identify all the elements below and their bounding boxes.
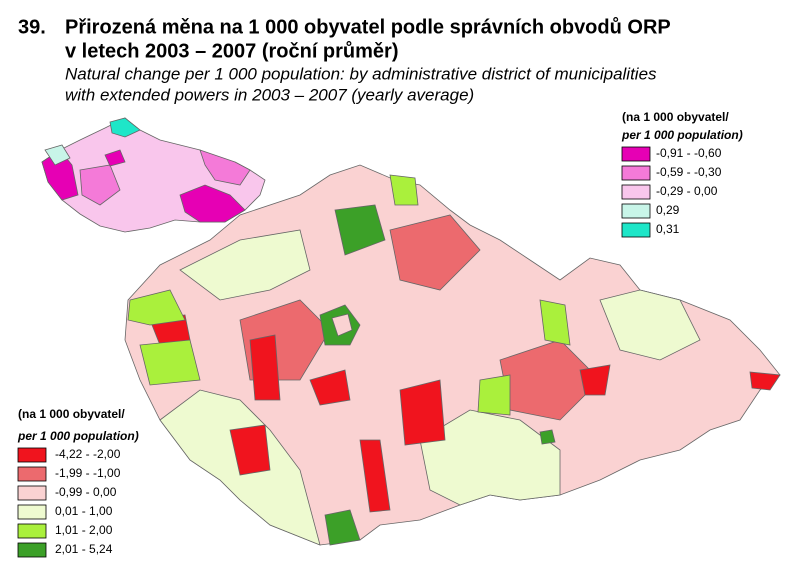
inset-map [41,117,266,233]
legend-label: -4,22 - -2,00 [55,447,121,461]
legend-label: 0,29 [656,203,680,217]
legend-swatch [17,466,47,482]
legend-swatch [17,542,47,558]
legend-swatch [621,184,651,200]
legend-title: (na 1 000 obyvatel/ [18,407,125,421]
legend-label: 0,01 - 1,00 [55,504,113,518]
legend-swatch [621,165,651,181]
legend-title: (na 1 000 obyvatel/ [622,110,729,124]
legend-swatch [17,523,47,539]
figure-number: 39. [18,16,46,38]
subtitle: Natural change per 1 000 population: by … [65,64,657,83]
title: Přirozená měna na 1 000 obyvatel podle s… [65,16,671,38]
main-map [124,164,781,546]
inset-legend: (na 1 000 obyvatel/ per 1 000 population… [621,110,743,238]
legend-label: -0,29 - 0,00 [656,184,718,198]
legend-swatch [17,485,47,501]
main-legend: (na 1 000 obyvatel/ per 1 000 population… [17,407,139,558]
legend-label: -0,59 - -0,30 [656,165,722,179]
legend-swatch [17,504,47,520]
legend-swatch [621,222,651,238]
legend-swatch [621,146,651,162]
legend-label: 0,31 [656,222,680,236]
legend-title: per 1 000 population) [621,128,743,142]
legend-title: per 1 000 population) [17,429,139,443]
subtitle: with extended powers in 2003 – 2007 (yea… [65,85,474,104]
title: v letech 2003 – 2007 (roční průměr) [65,40,399,62]
legend-label: -0,99 - 0,00 [55,485,117,499]
legend-swatch [17,447,47,463]
legend-label: 2,01 - 5,24 [55,542,113,556]
legend-label: -0,91 - -0,60 [656,146,722,160]
legend-swatch [621,203,651,219]
legend-label: -1,99 - -1,00 [55,466,121,480]
legend-label: 1,01 - 2,00 [55,523,113,537]
